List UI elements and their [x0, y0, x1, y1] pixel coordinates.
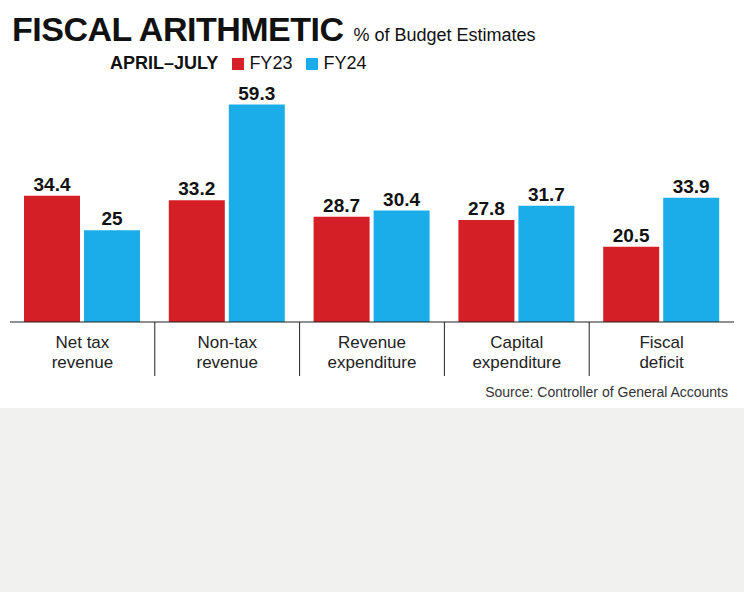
svg-text:59.3: 59.3	[238, 83, 275, 104]
svg-text:27.8: 27.8	[468, 198, 505, 219]
html-text:FY23: FY23	[249, 53, 293, 73]
svg-text:30.4: 30.4	[383, 189, 420, 210]
svg-text:33.2: 33.2	[178, 178, 215, 199]
svg-text:Net taxrevenue: Net taxrevenue	[52, 333, 113, 372]
svg-text:31.7: 31.7	[528, 184, 565, 205]
svg-text:20.5: 20.5	[613, 225, 650, 246]
html-text:FY24: FY24	[323, 53, 367, 73]
svg-text:Revenueexpenditure: Revenueexpenditure	[328, 333, 417, 372]
svg-text:28.7: 28.7	[323, 195, 360, 216]
svg-text:25: 25	[101, 208, 123, 229]
svg-text:Capitalexpenditure: Capitalexpenditure	[472, 333, 561, 372]
svg-text:33.9: 33.9	[673, 176, 710, 197]
html-text:APRIL–JULY: APRIL–JULY	[110, 53, 219, 73]
html-text:Source: Controller of General: Source: Controller of General Accounts	[485, 384, 728, 400]
svg-text:Fiscaldeficit: Fiscaldeficit	[639, 333, 684, 372]
svg-text:Non-taxrevenue: Non-taxrevenue	[196, 333, 257, 372]
html-text:FISCAL ARITHMETIC % of Budget: FISCAL ARITHMETIC % of Budget Estimates	[12, 10, 536, 48]
svg-text:34.4: 34.4	[34, 174, 71, 195]
